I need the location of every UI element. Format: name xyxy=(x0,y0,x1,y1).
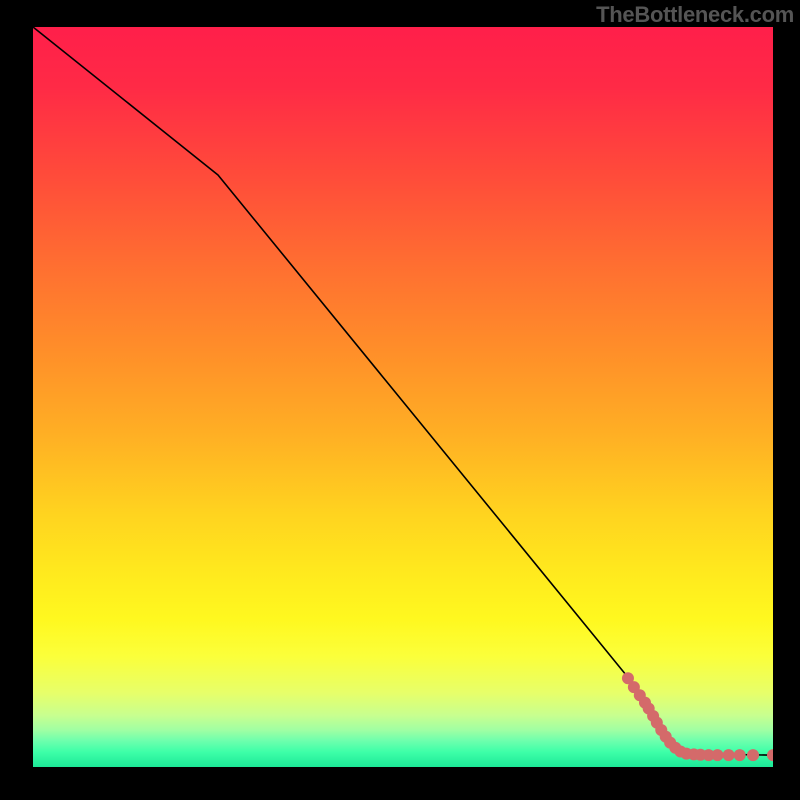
gradient-background xyxy=(33,27,773,767)
data-marker xyxy=(712,749,724,761)
data-marker xyxy=(747,749,759,761)
chart-svg xyxy=(33,27,773,767)
watermark-text: TheBottleneck.com xyxy=(596,2,794,28)
data-marker xyxy=(734,749,746,761)
data-marker xyxy=(723,749,735,761)
plot-area xyxy=(33,27,773,767)
chart-container: TheBottleneck.com xyxy=(0,0,800,800)
